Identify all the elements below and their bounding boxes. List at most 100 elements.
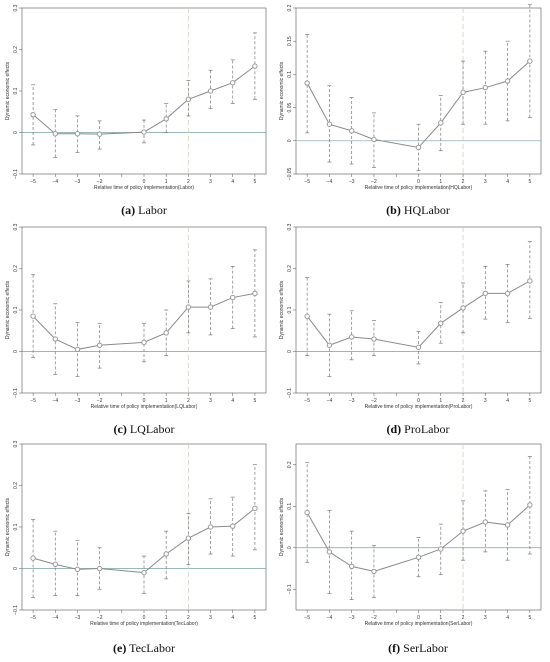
estimate-point: [52, 131, 58, 137]
y-axis-label: Dynamic economic effects: [5, 61, 11, 120]
x-tick-label: 2: [462, 615, 465, 621]
estimate-point: [460, 305, 466, 311]
x-tick-label: −2: [371, 179, 377, 185]
y-tick-label: 0.2: [287, 4, 293, 11]
estimate-point: [52, 336, 58, 342]
panel-caption: (d) ProLabor: [387, 422, 450, 436]
chart-panel-prolabor: −0.1 0 0.1 0.2 0.3 −5 −4 −3 −2 0 1 2 3 4 5 Relative tim…: [279, 223, 542, 436]
y-tick-label: 0: [287, 350, 293, 353]
estimate-point: [96, 131, 103, 137]
panel-caption-name: TecLabor: [126, 641, 175, 655]
estimate-point: [74, 566, 81, 573]
estimate-point: [207, 304, 214, 310]
estimate-line: [32, 65, 256, 135]
estimate-point: [371, 568, 377, 575]
panel-caption-name: ProLabor: [401, 422, 449, 436]
chart-panel-lqlabor: −0.1 0 0.1 0.2 0.3 −5 −4 −3 −2 0 1 2 3 4 5 Relative tim…: [5, 223, 267, 436]
estimate-point: [185, 96, 192, 103]
estimate-point: [482, 519, 489, 525]
y-tick-label: 0.2: [287, 265, 293, 272]
y-axis-label: Dynamic economic effects: [5, 497, 11, 556]
x-tick-label: 2: [462, 398, 465, 404]
x-tick-label: 5: [528, 615, 531, 621]
x-tick-label: −3: [349, 179, 355, 185]
estimate-point: [371, 336, 377, 342]
x-tick-label: 0: [143, 615, 146, 621]
x-tick-label: 1: [439, 615, 442, 621]
x-tick-label: −3: [75, 179, 81, 185]
estimate-point: [230, 523, 236, 529]
chart-panel-teclabor: −0.1 0 0.1 0.2 0.3 −5 −4 −3 −2 0 1 2 3 4 5 Relative tim…: [5, 440, 267, 655]
x-tick-label: 3: [209, 398, 212, 404]
y-tick-label: 0.1: [13, 306, 19, 313]
estimate-point: [527, 502, 533, 508]
estimate-line: [306, 60, 531, 148]
panel-caption: (e) TecLabor: [113, 641, 175, 655]
estimate-point: [460, 89, 466, 96]
y-tick-label: 0.3: [13, 223, 19, 230]
x-tick-label: 4: [231, 179, 234, 185]
x-tick-label: 3: [484, 179, 487, 185]
estimate-point: [527, 278, 533, 284]
x-tick-label: 1: [165, 615, 168, 621]
y-tick-label: 0.1: [13, 87, 19, 94]
y-tick-label: −0.05: [287, 167, 293, 180]
panel-caption-letter: (f): [388, 641, 400, 655]
y-tick-label: −0.1: [13, 169, 19, 179]
x-tick-label: −3: [75, 398, 81, 404]
estimate-point: [438, 120, 444, 126]
y-tick-label: 0: [13, 350, 19, 353]
x-tick-label: −5: [30, 398, 36, 404]
estimate-point: [527, 58, 533, 64]
panel-caption-name: SerLabor: [400, 641, 448, 655]
x-tick-label: −4: [52, 398, 58, 404]
panel-caption-name: Labor: [135, 203, 167, 217]
y-tick-label: −0.1: [13, 605, 19, 615]
estimate-line: [32, 507, 256, 574]
x-tick-label: 0: [143, 398, 146, 404]
estimate-point: [185, 304, 192, 310]
panel-caption: (f) SerLabor: [388, 641, 448, 655]
x-tick-label: 3: [209, 179, 212, 185]
x-tick-label: 5: [254, 398, 257, 404]
y-tick-label: 0: [287, 546, 293, 549]
estimate-point: [96, 342, 103, 348]
x-axis-label: Relative time of policy implementation(L…: [94, 185, 194, 191]
y-tick-label: 0.1: [287, 71, 293, 78]
x-axis-label: Relative time of policy implementation(T…: [90, 621, 198, 627]
x-tick-label: 5: [528, 179, 531, 185]
chart-panel-labor: −0.1 0 0.1 0.2 0.3 −5 −4 −3 −2 0 1 2 3 4 5 Relative tim…: [5, 4, 267, 217]
y-tick-label: 0: [13, 567, 19, 570]
x-tick-label: 5: [254, 615, 257, 621]
estimate-line: [306, 280, 531, 348]
x-tick-label: 1: [165, 398, 168, 404]
x-tick-label: −5: [30, 179, 36, 185]
estimate-point: [96, 565, 103, 572]
x-tick-label: 0: [417, 398, 420, 404]
y-axis-label: Dynamic economic effects: [279, 61, 285, 120]
estimate-point: [230, 80, 236, 86]
estimate-point: [141, 129, 147, 135]
estimate-point: [30, 313, 36, 319]
panel-caption-letter: (e): [113, 641, 126, 655]
x-tick-label: −3: [349, 398, 355, 404]
estimate-point: [326, 549, 333, 555]
x-tick-label: 2: [187, 179, 190, 185]
plot-frame: [21, 443, 267, 611]
y-tick-label: 0.3: [13, 440, 19, 447]
x-tick-label: −4: [327, 398, 333, 404]
x-tick-label: −3: [75, 615, 81, 621]
estimate-point: [52, 561, 58, 568]
x-tick-label: −5: [30, 615, 36, 621]
estimate-point: [252, 63, 258, 69]
x-tick-label: 4: [231, 398, 234, 404]
y-tick-label: 0.1: [287, 306, 293, 313]
plot-frame: [21, 226, 267, 394]
estimate-point: [207, 88, 214, 94]
y-tick-label: 0: [287, 139, 293, 142]
x-tick-label: 0: [417, 615, 420, 621]
y-tick-label: 0.1: [13, 523, 19, 530]
y-tick-label: 0.05: [287, 103, 293, 113]
estimate-point: [207, 524, 214, 530]
y-tick-label: 0.2: [13, 265, 19, 272]
